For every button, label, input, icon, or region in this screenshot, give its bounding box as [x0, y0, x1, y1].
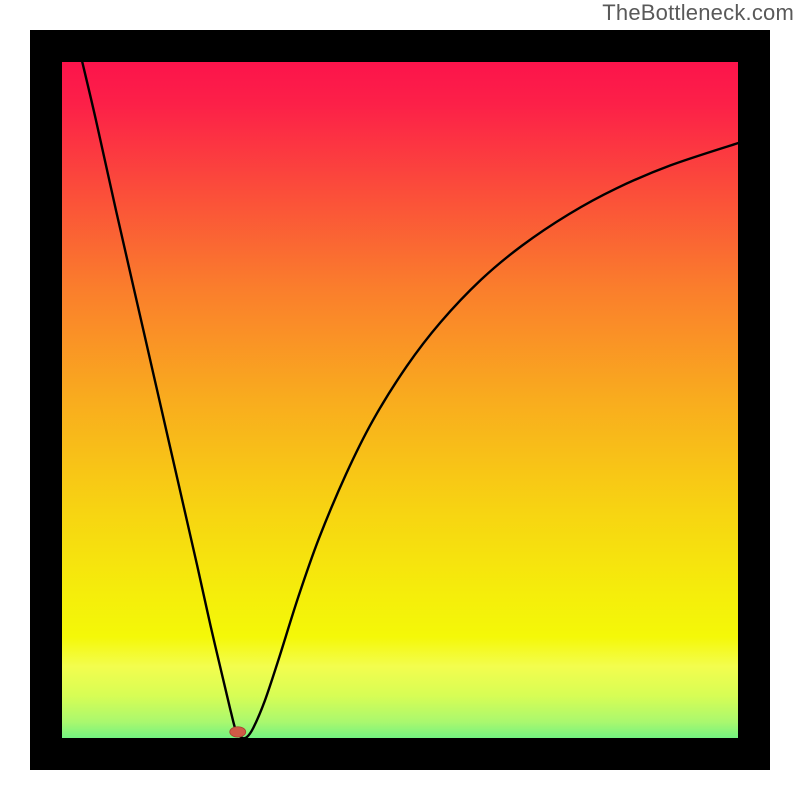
minimum-marker [230, 727, 246, 737]
chart-svg [0, 0, 800, 800]
plot-background [30, 30, 770, 770]
bottleneck-chart: TheBottleneck.com [0, 0, 800, 800]
watermark-text: TheBottleneck.com [602, 0, 794, 26]
